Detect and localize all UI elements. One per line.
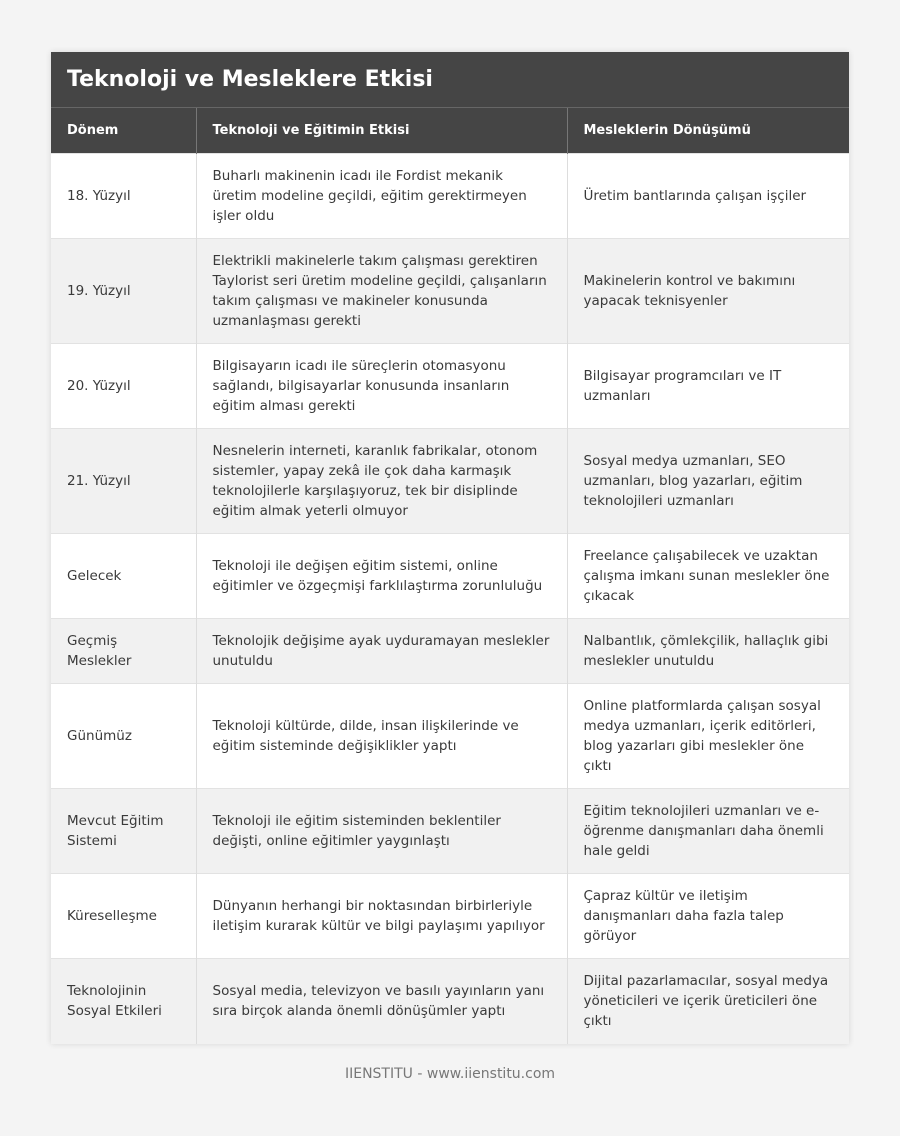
transformation-cell: Çapraz kültür ve iletişim danışmanları d… xyxy=(567,873,849,959)
impact-cell: Nesnelerin interneti, karanlık fabrikala… xyxy=(196,428,568,534)
period-cell: 21. Yüzyıl xyxy=(51,428,197,534)
table-row: Günümüz Teknoloji kültürde, dilde, insan … xyxy=(51,683,849,789)
transformation-cell: Dijital pazarlamacılar, sosyal medya yön… xyxy=(567,958,849,1044)
column-header-transformation: Mesleklerin Dönüşümü xyxy=(567,108,849,154)
table-card: Teknoloji ve Mesleklere Etkisi Dönem Tek… xyxy=(51,52,849,1044)
table-row: 21. Yüzyıl Nesnelerin interneti, karanlık… xyxy=(51,428,849,534)
impact-cell: Teknoloji ile değişen eğitim sistemi, on… xyxy=(196,533,568,619)
impact-cell: Sosyal media, televizyon ve basılı yayın… xyxy=(196,958,568,1044)
header-row: Dönem Teknoloji ve Eğitimin Etkisi Mesle… xyxy=(51,108,849,154)
impact-cell: Bilgisayarın icadı ile süreçlerin otomas… xyxy=(196,343,568,429)
period-cell: Küreselleşme xyxy=(51,873,197,959)
transformation-cell: Online platformlarda çalışan sosyal medy… xyxy=(567,683,849,789)
table-row: Gelecek Teknoloji ile değişen eğitim sist… xyxy=(51,533,849,619)
period-cell: Günümüz xyxy=(51,683,197,789)
column-header-period: Dönem xyxy=(51,108,197,154)
impact-cell: Dünyanın herhangi bir noktasından birbir… xyxy=(196,873,568,959)
period-cell: Mevcut Eğitim Sistemi xyxy=(51,788,197,874)
impact-cell: Teknolojik değişime ayak uyduramayan mes… xyxy=(196,618,568,684)
transformation-cell: Üretim bantlarında çalışan işçiler xyxy=(567,153,849,239)
impact-cell: Buharlı makinenin icadı ile Fordist meka… xyxy=(196,153,568,239)
table-row: Geçmiş Meslekler Teknolojik değişime ayak… xyxy=(51,618,849,684)
table-row: Teknolojinin Sosyal Etkileri Sosyal media… xyxy=(51,958,849,1044)
column-header-impact: Teknoloji ve Eğitimin Etkisi xyxy=(196,108,568,154)
data-table: Dönem Teknoloji ve Eğitimin Etkisi Mesle… xyxy=(51,108,849,1044)
table-row: Mevcut Eğitim Sistemi Teknoloji ile eğiti… xyxy=(51,788,849,874)
impact-cell: Elektrikli makinelerle takım çalışması g… xyxy=(196,238,568,344)
transformation-cell: Bilgisayar programcıları ve IT uzmanları xyxy=(567,343,849,429)
period-cell: 20. Yüzyıl xyxy=(51,343,197,429)
period-cell: 19. Yüzyıl xyxy=(51,238,197,344)
footer-credit: IIENSTITU - www.iienstitu.com xyxy=(344,1066,556,1082)
impact-cell: Teknoloji kültürde, dilde, insan ilişkil… xyxy=(196,683,568,789)
period-cell: Gelecek xyxy=(51,533,197,619)
transformation-cell: Eğitim teknolojileri uzmanları ve e-öğre… xyxy=(567,788,849,874)
period-cell: 18. Yüzyıl xyxy=(51,153,197,239)
transformation-cell: Makinelerin kontrol ve bakımını yapacak … xyxy=(567,238,849,344)
table-row: 18. Yüzyıl Buharlı makinenin icadı ile Fo… xyxy=(51,153,849,239)
period-cell: Geçmiş Meslekler xyxy=(51,618,197,684)
table-title: Teknoloji ve Mesleklere Etkisi xyxy=(51,52,849,108)
impact-cell: Teknoloji ile eğitim sisteminden beklent… xyxy=(196,788,568,874)
table-row: 20. Yüzyıl Bilgisayarın icadı ile süreçle… xyxy=(51,343,849,429)
transformation-cell: Sosyal medya uzmanları, SEO uzmanları, b… xyxy=(567,428,849,534)
table-row: Küreselleşme Dünyanın herhangi bir noktas… xyxy=(51,873,849,959)
table-row: 19. Yüzyıl Elektrikli makinelerle takım ç… xyxy=(51,238,849,344)
transformation-cell: Nalbantlık, çömlekçilik, hallaçlık gibi … xyxy=(567,618,849,684)
period-cell: Teknolojinin Sosyal Etkileri xyxy=(51,958,197,1044)
transformation-cell: Freelance çalışabilecek ve uzaktan çalış… xyxy=(567,533,849,619)
